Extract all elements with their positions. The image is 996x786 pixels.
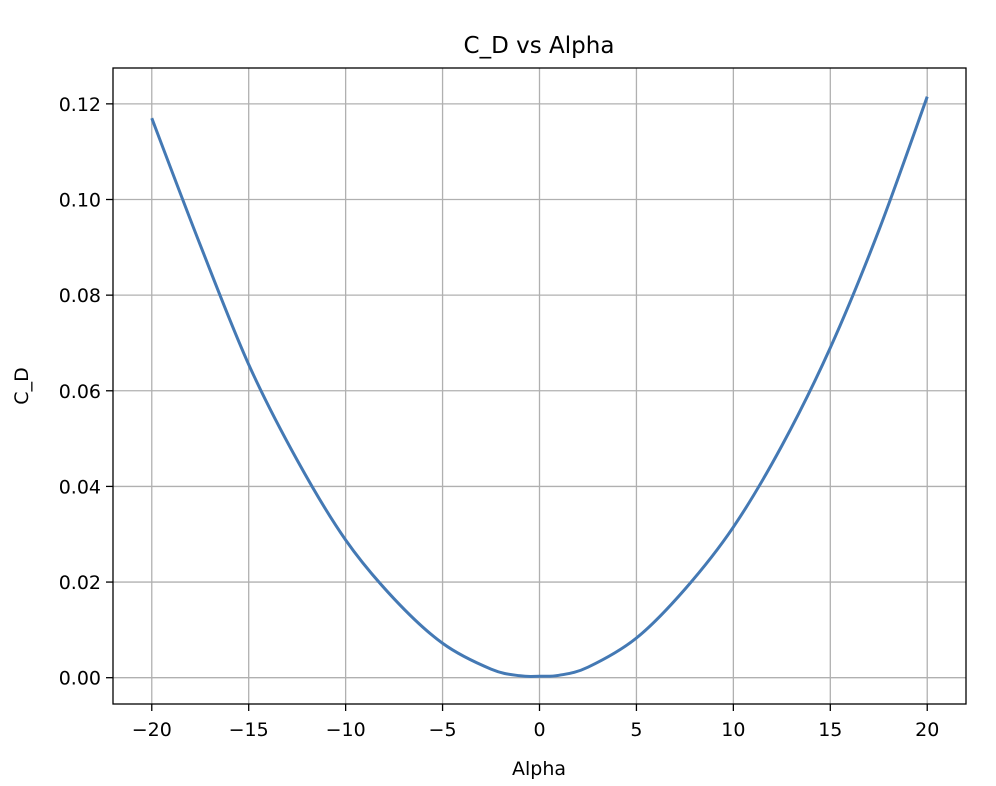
y-tick-label: 0.02 <box>59 572 101 594</box>
chart-title: C_D vs Alpha <box>464 33 615 59</box>
plot-lines <box>150 96 929 679</box>
series-line <box>150 96 929 679</box>
x-tick-label: −5 <box>429 719 457 741</box>
x-tick-label: 0 <box>533 719 545 741</box>
y-tick-label: 0.00 <box>59 668 101 690</box>
x-tick-label: −15 <box>229 719 269 741</box>
y-tick-label: 0.04 <box>59 476 101 498</box>
x-tick-label: 15 <box>818 719 842 741</box>
y-tick-label: 0.10 <box>59 190 101 212</box>
x-tick-label: −10 <box>326 719 366 741</box>
x-tick-label: 20 <box>915 719 939 741</box>
grid <box>113 68 966 704</box>
x-tick-label: 5 <box>630 719 642 741</box>
x-axis-label: Alpha <box>512 758 566 780</box>
y-axis-ticks: 0.00 0.02 0.04 0.06 0.08 0.10 0.12 <box>59 94 113 690</box>
x-axis-ticks: −20 −15 −10 −5 0 5 10 15 20 <box>132 704 939 741</box>
y-axis-label: C_D <box>11 367 33 404</box>
y-tick-label: 0.12 <box>59 94 101 116</box>
x-tick-label: −20 <box>132 719 172 741</box>
y-tick-label: 0.06 <box>59 381 101 403</box>
x-tick-label: 10 <box>721 719 745 741</box>
y-tick-label: 0.08 <box>59 285 101 307</box>
